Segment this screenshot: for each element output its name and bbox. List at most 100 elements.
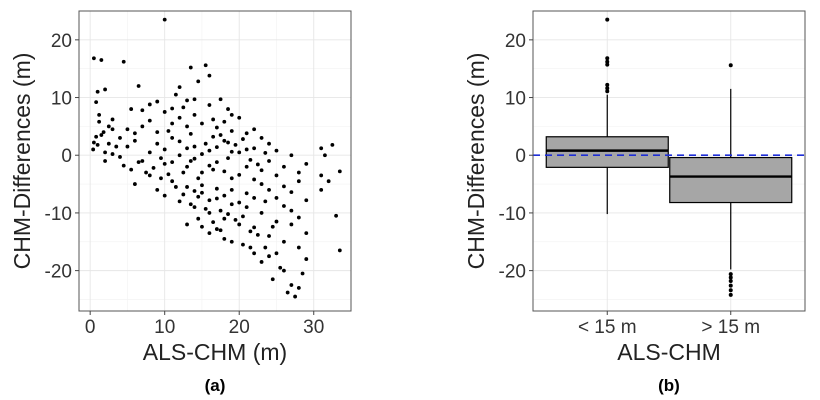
scatter-point — [241, 242, 245, 247]
boxplot-outlier — [728, 288, 733, 293]
scatter-point — [166, 129, 171, 133]
scatter-point — [151, 166, 156, 170]
scatter-point — [110, 127, 115, 132]
scatter-point — [252, 225, 257, 230]
boxplot-x-tick-label: < 15 m — [578, 317, 637, 338]
scatter-point — [94, 100, 99, 105]
scatter-point — [170, 179, 175, 184]
scatter-point — [218, 228, 223, 233]
scatter-point — [207, 148, 212, 153]
scatter-point — [296, 286, 301, 290]
scatter-point — [173, 92, 178, 97]
scatter-point — [218, 208, 223, 213]
scatter-y-tick-label: 10 — [51, 89, 72, 110]
scatter-x-axis-label: ALS-CHM (m) — [143, 339, 287, 365]
scatter-point — [289, 153, 294, 158]
scatter-point — [222, 236, 227, 241]
boxplot-outlier — [728, 283, 733, 288]
scatter-point — [229, 129, 234, 133]
scatter-point — [304, 198, 309, 203]
scatter-x-tick-label: 30 — [303, 317, 324, 338]
scatter-point — [300, 271, 305, 276]
scatter-point — [222, 193, 227, 198]
scatter-point — [196, 79, 201, 84]
scatter-point — [263, 151, 268, 155]
scatter-point — [103, 87, 107, 92]
scatter-point — [211, 134, 216, 139]
scatter-point — [229, 176, 234, 181]
boxplot-outlier — [605, 59, 610, 64]
scatter-point — [95, 142, 100, 147]
scatter-point — [92, 56, 96, 61]
scatter-point — [188, 131, 193, 136]
boxplot-box — [669, 156, 793, 204]
scatter-point — [296, 215, 301, 220]
boxplot-boxes — [545, 17, 793, 297]
scatter-point — [255, 232, 260, 237]
scatter-point — [237, 150, 242, 155]
scatter-point — [177, 115, 182, 120]
scatter-y-tick-label: -10 — [45, 204, 72, 225]
scatter-point — [237, 172, 242, 177]
boxplot-outlier — [728, 292, 733, 297]
scatter-point — [106, 124, 111, 129]
scatter-point — [211, 167, 216, 172]
scatter-point — [241, 137, 245, 141]
boxplot-outlier — [605, 82, 610, 87]
scatter-point — [282, 239, 286, 244]
scatter-point — [196, 216, 201, 221]
scatter-point — [237, 115, 242, 120]
scatter-point — [252, 196, 257, 200]
scatter-point — [170, 121, 175, 126]
scatter-point — [94, 134, 99, 139]
scatter-point — [267, 187, 271, 192]
scatter-point — [222, 138, 227, 143]
scatter-point — [211, 117, 216, 122]
scatter-ticks: 0 10 20 30 20 10 0 -10 -20 — [45, 31, 325, 338]
scatter-point — [110, 152, 115, 156]
scatter-point — [214, 196, 219, 201]
boxplot-caption: (b) — [658, 376, 680, 395]
scatter-point — [248, 245, 253, 250]
scatter-point — [323, 153, 327, 158]
scatter-point — [326, 179, 331, 184]
scatter-point — [177, 153, 182, 158]
scatter-point — [289, 222, 294, 227]
boxplot-outlier — [728, 63, 733, 68]
boxplot-outlier — [728, 275, 733, 280]
scatter-point — [196, 176, 201, 181]
scatter-point — [132, 131, 137, 136]
boxplot-outlier — [728, 272, 733, 277]
scatter-point — [207, 103, 212, 107]
scatter-point — [136, 160, 141, 165]
scatter-point — [296, 245, 301, 250]
scatter-point — [159, 176, 163, 181]
scatter-point — [162, 147, 167, 152]
scatter-point — [285, 290, 290, 295]
scatter-point — [192, 205, 197, 210]
scatter-point — [226, 156, 230, 161]
scatter-point — [159, 156, 163, 161]
scatter-point — [337, 248, 342, 253]
scatter-point — [170, 106, 175, 111]
scatter-point — [270, 224, 275, 229]
scatter-point — [229, 149, 234, 154]
boxplot-panel-border — [532, 10, 806, 312]
scatter-point — [334, 213, 338, 218]
scatter-point — [218, 133, 223, 137]
scatter-point — [259, 211, 264, 215]
scatter-point — [330, 142, 335, 147]
boxplot-outlier — [605, 86, 610, 91]
boxplot-y-tick-label: 20 — [505, 31, 526, 52]
scatter-point — [125, 144, 130, 149]
scatter-point — [304, 231, 309, 236]
scatter-point — [97, 119, 102, 124]
scatter-point — [185, 164, 189, 169]
scatter-point — [267, 234, 271, 238]
scatter-point — [129, 167, 134, 172]
boxplot-panel: 20 10 0 -10 -20 < 15 m > 15 m ALS-CHM CHM-Diff… — [463, 10, 806, 395]
scatter-point — [166, 172, 171, 177]
scatter-point — [233, 217, 238, 222]
boxplot-outlier — [605, 17, 610, 22]
